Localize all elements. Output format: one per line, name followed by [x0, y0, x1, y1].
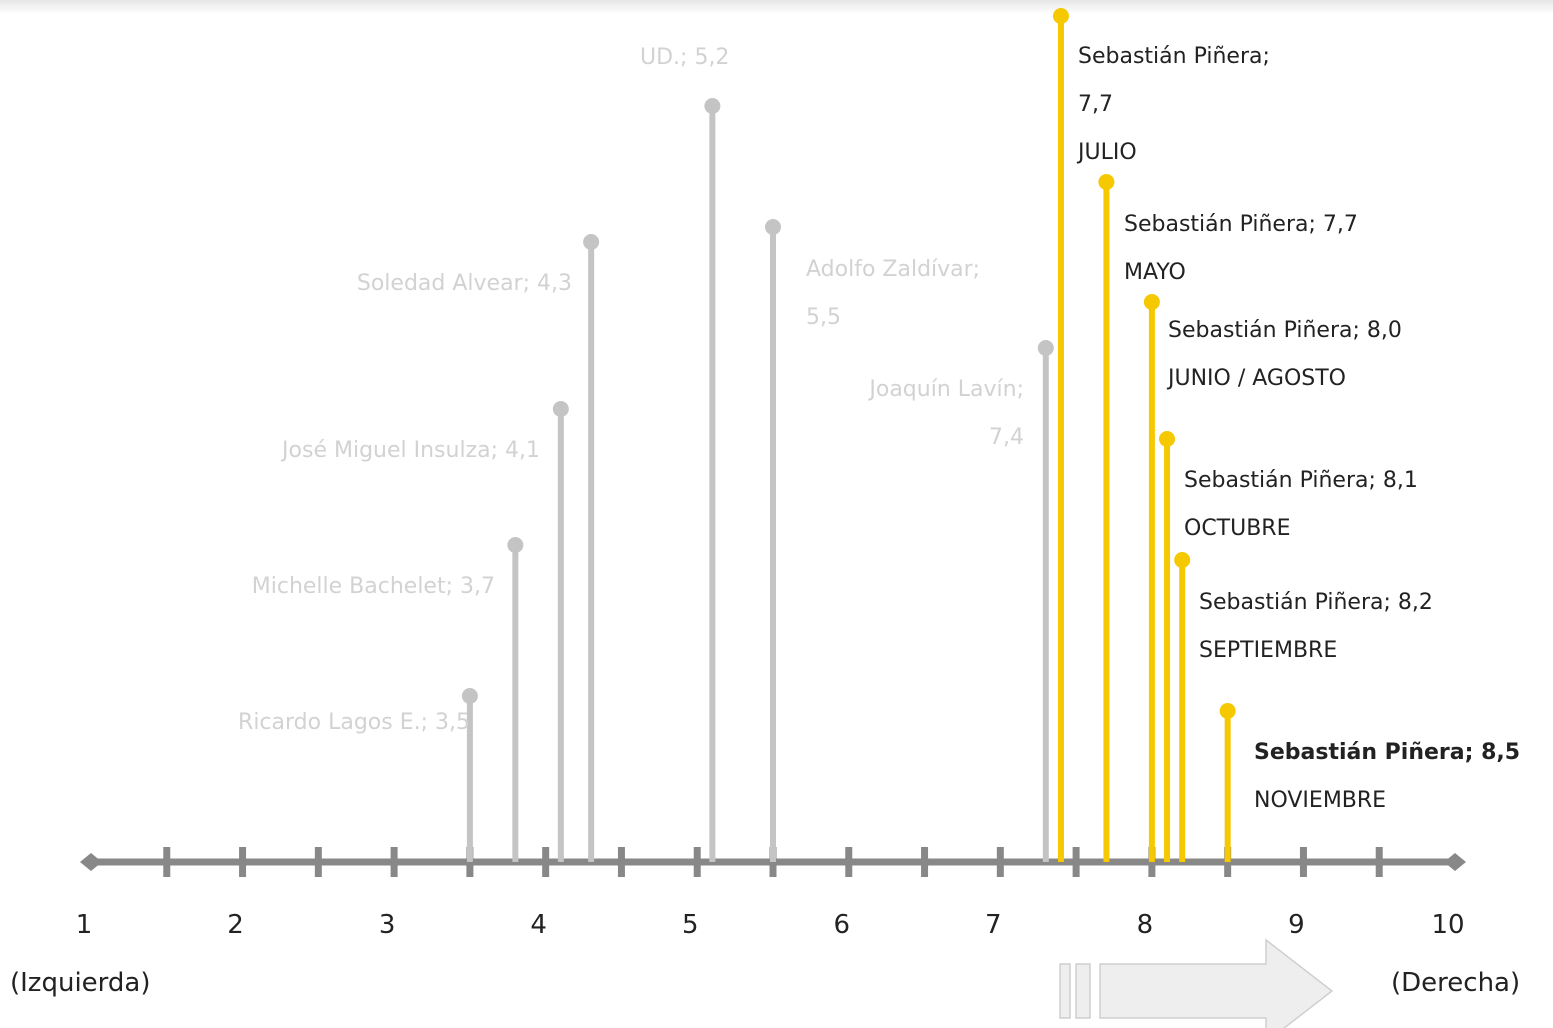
- tick-label: 2: [227, 910, 244, 940]
- point-label-line: Sebastián Piñera;: [1078, 44, 1270, 69]
- point-label-pinera-noviembre: Sebastián Piñera; 8,5 NOVIEMBRE: [1254, 741, 1520, 813]
- dot-alvear: [583, 234, 600, 250]
- dot-pinera-octubre: [1159, 431, 1176, 447]
- point-label-line: Ricardo Lagos E.; 3,5: [238, 710, 470, 735]
- tick-label: 10: [1431, 910, 1465, 940]
- arrow-tail-bar-1: [1059, 963, 1071, 1019]
- tick-label: 3: [378, 910, 396, 940]
- dot-pinera-junio-agosto: [1143, 294, 1160, 310]
- point-label-line: MAYO: [1124, 260, 1186, 285]
- axis-left-diamond: [80, 853, 102, 871]
- right-end-label: (Derecha): [1391, 968, 1521, 998]
- tick-label: 8: [1136, 910, 1154, 940]
- point-label-line: UD.; 5,2: [640, 45, 730, 70]
- dot-bachelet: [507, 537, 524, 553]
- point-label-pinera-octubre: Sebastián Piñera; 8,1 OCTUBRE: [1184, 469, 1418, 541]
- point-label-line: 5,5: [806, 305, 841, 330]
- point-label-pinera-julio: Sebastián Piñera; 7,7 JULIO: [1078, 45, 1270, 165]
- point-label-line: NOVIEMBRE: [1254, 788, 1387, 813]
- point-label-line: Michelle Bachelet; 3,7: [251, 574, 495, 599]
- arrow-head: [1099, 938, 1334, 1028]
- point-label-pinera-junio-agosto: Sebastián Piñera; 8,0 JUNIO / AGOSTO: [1168, 319, 1402, 391]
- tick-label: 7: [985, 910, 1002, 940]
- dot-lagos: [461, 688, 478, 704]
- tick-label: 6: [833, 910, 851, 940]
- tick-label: 9: [1288, 910, 1305, 940]
- point-label-line: Soledad Alvear; 4,3: [356, 271, 572, 296]
- dot-insulza: [552, 401, 569, 417]
- point-label-insulza: José Miguel Insulza; 4,1: [282, 439, 540, 463]
- dot-zaldivar: [765, 219, 781, 235]
- dot-lavin: [1037, 340, 1054, 356]
- dot-pinera-noviembre: [1219, 703, 1236, 719]
- axis-right-diamond: [1444, 853, 1466, 871]
- point-label-line: 7,4: [989, 425, 1024, 450]
- dot-pinera-julio: [1052, 8, 1069, 24]
- dot-pinera-mayo: [1098, 174, 1115, 190]
- point-label-line: Adolfo Zaldívar;: [806, 257, 981, 282]
- point-label-pinera-septiembre: Sebastián Piñera; 8,2 SEPTIEMBRE: [1199, 591, 1433, 663]
- point-label-pinera-mayo: Sebastián Piñera; 7,7 MAYO: [1124, 213, 1358, 285]
- direction-arrow: [1059, 938, 1334, 1028]
- tick-label: 5: [681, 910, 699, 940]
- lollipop-stems: [461, 8, 1236, 862]
- point-label-line: José Miguel Insulza; 4,1: [282, 438, 540, 463]
- point-label-line: JULIO: [1078, 140, 1137, 165]
- arrow-tail-bar-2: [1075, 963, 1091, 1019]
- point-label-zaldivar: Adolfo Zaldívar; 5,5: [806, 258, 980, 330]
- point-label-line: OCTUBRE: [1184, 516, 1291, 541]
- dot-pinera-septiembre: [1174, 552, 1191, 568]
- top-shadow-bar: [0, 0, 1553, 14]
- point-label-line: Joaquín Lavín;: [869, 377, 1024, 402]
- point-label-line: SEPTIEMBRE: [1199, 638, 1338, 663]
- point-label-lavin: Joaquín Lavín; 7,4: [869, 378, 1024, 450]
- point-label-bachelet: Michelle Bachelet; 3,7: [252, 575, 495, 599]
- point-label-line: Sebastián Piñera; 8,2: [1199, 590, 1433, 615]
- dot-ud: [704, 98, 721, 114]
- point-label-line: Sebastián Piñera; 8,1: [1184, 468, 1418, 493]
- point-label-alvear: Soledad Alvear; 4,3: [357, 272, 572, 296]
- point-label-line: JUNIO / AGOSTO: [1168, 366, 1346, 391]
- point-label-line: Sebastián Piñera; 8,0: [1168, 318, 1402, 343]
- point-label-line: Sebastián Piñera; 7,7: [1124, 212, 1358, 237]
- point-label-line: 7,7: [1078, 92, 1113, 117]
- left-end-label: (Izquierda): [10, 968, 151, 998]
- point-label-line: Sebastián Piñera; 8,5: [1254, 740, 1521, 765]
- tick-label: 1: [75, 910, 93, 940]
- point-label-ud: UD.; 5,2: [640, 46, 729, 70]
- point-label-lagos: Ricardo Lagos E.; 3,5: [238, 711, 470, 735]
- tick-label: 4: [530, 910, 547, 940]
